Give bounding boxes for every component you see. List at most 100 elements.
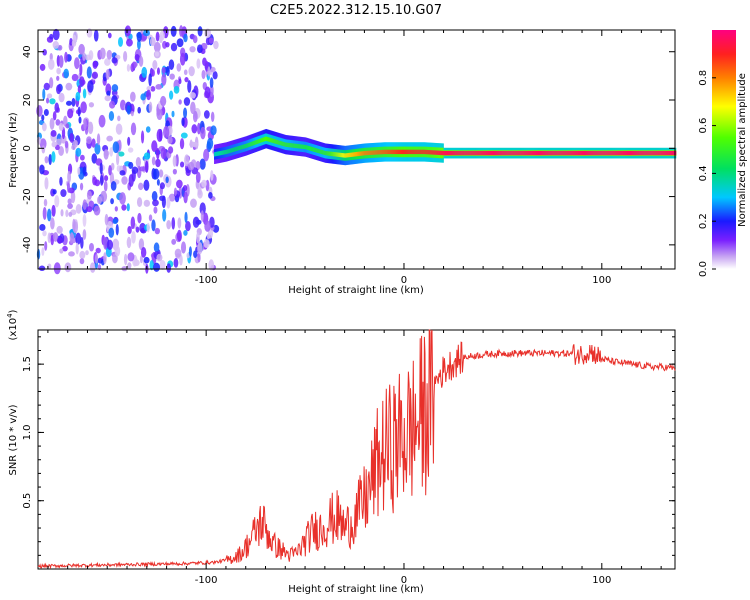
signal-core-cell	[498, 150, 501, 156]
noise-cell	[95, 247, 101, 254]
noise-cell	[97, 196, 102, 205]
signal-core-cell	[486, 150, 488, 156]
signal-core-cell	[216, 151, 218, 157]
spectrogram-panel: -100 0 100 -40 -20 0 20 40 Height of straight …	[8, 25, 677, 296]
noise-cell	[86, 66, 92, 79]
noise-cell	[77, 85, 82, 94]
noise-cell	[130, 110, 134, 117]
noise-cell	[179, 254, 183, 266]
noise-cell	[208, 259, 215, 271]
noise-cell	[59, 176, 63, 186]
signal-core-cell	[656, 150, 658, 156]
signal-core-cell	[584, 150, 586, 156]
signal-core-cell	[242, 144, 245, 149]
noise-cell	[155, 158, 161, 168]
signal-core-cell	[406, 149, 409, 155]
signal-core-cell	[601, 150, 604, 156]
signal-core-cell	[440, 150, 442, 156]
noise-cell	[91, 71, 98, 79]
spectrogram-cells	[36, 25, 677, 275]
signal-core-cell	[289, 142, 291, 148]
signal-core-cell	[652, 150, 654, 156]
signal-core-cell	[667, 150, 669, 156]
noise-cell	[52, 40, 59, 49]
signal-core-cell	[655, 150, 657, 156]
signal-core-cell	[251, 141, 253, 146]
signal-core-cell	[233, 147, 236, 152]
noise-cell	[49, 117, 55, 130]
signal-core-cell	[447, 150, 449, 156]
signal-core-cell	[217, 151, 219, 156]
signal-core-cell	[577, 150, 579, 156]
signal-core-cell	[576, 150, 578, 156]
noise-cell	[62, 245, 68, 252]
noise-cell	[103, 180, 108, 192]
signal-core-cell	[457, 150, 459, 156]
noise-cell	[126, 64, 131, 72]
noise-cell	[173, 85, 180, 94]
noise-cell	[161, 73, 167, 86]
signal-core-cell	[275, 139, 277, 144]
signal-core-cell	[402, 149, 405, 155]
signal-core-cell	[277, 140, 279, 145]
noise-cell	[104, 175, 109, 182]
signal-core-cell	[413, 149, 416, 155]
noise-cell	[177, 217, 182, 229]
signal-core-cell	[675, 150, 677, 156]
signal-core-cell	[414, 149, 417, 155]
noise-cell	[185, 220, 191, 232]
signal-core-cell	[493, 150, 496, 156]
signal-core-cell	[229, 148, 232, 153]
noise-cell	[79, 76, 85, 87]
noise-cell	[196, 58, 201, 69]
signal-core-cell	[340, 152, 342, 158]
noise-cell	[86, 206, 93, 213]
signal-core-cell	[300, 144, 302, 149]
signal-core-cell	[466, 150, 468, 156]
noise-cell	[183, 107, 188, 119]
signal-core-cell	[352, 152, 354, 157]
noise-cell	[56, 67, 61, 75]
y-tick-label: 20	[22, 94, 33, 107]
signal-core-cell	[308, 145, 310, 151]
signal-core-cell	[243, 144, 246, 149]
signal-core-cell	[383, 149, 385, 155]
signal-core-cell	[330, 151, 333, 157]
signal-core-cell	[245, 143, 248, 149]
noise-cell	[208, 192, 213, 199]
noise-cell	[179, 52, 186, 66]
noise-cell	[91, 138, 96, 148]
noise-cell	[209, 84, 214, 98]
noise-cell	[85, 250, 89, 256]
noise-cell	[170, 25, 177, 37]
signal-core-cell	[558, 150, 560, 156]
signal-core-cell	[416, 149, 419, 155]
noise-cell	[143, 152, 151, 160]
signal-core-cell	[664, 150, 666, 156]
noise-cell	[63, 68, 69, 79]
noise-cell	[43, 108, 49, 117]
signal-core-cell	[633, 150, 635, 156]
signal-core-cell	[273, 138, 275, 144]
signal-core-cell	[510, 150, 513, 156]
signal-core-cell	[376, 150, 378, 155]
signal-core-cell	[224, 149, 227, 155]
signal-core-cell	[355, 152, 357, 157]
noise-cell	[60, 209, 64, 217]
signal-core-cell	[417, 149, 420, 155]
signal-core-cell	[530, 150, 532, 156]
signal-core-cell	[310, 146, 312, 151]
signal-core-cell	[317, 148, 320, 154]
noise-cell	[42, 88, 46, 100]
signal-core-cell	[315, 148, 318, 153]
signal-core-cell	[337, 152, 339, 157]
noise-cell	[195, 160, 201, 171]
noise-cell	[196, 232, 200, 244]
noise-cell	[160, 147, 167, 160]
signal-core-cell	[435, 150, 437, 155]
signal-core-cell	[240, 145, 243, 150]
noise-cell	[197, 44, 203, 54]
signal-core-cell	[253, 140, 255, 146]
signal-core-cell	[367, 150, 369, 156]
